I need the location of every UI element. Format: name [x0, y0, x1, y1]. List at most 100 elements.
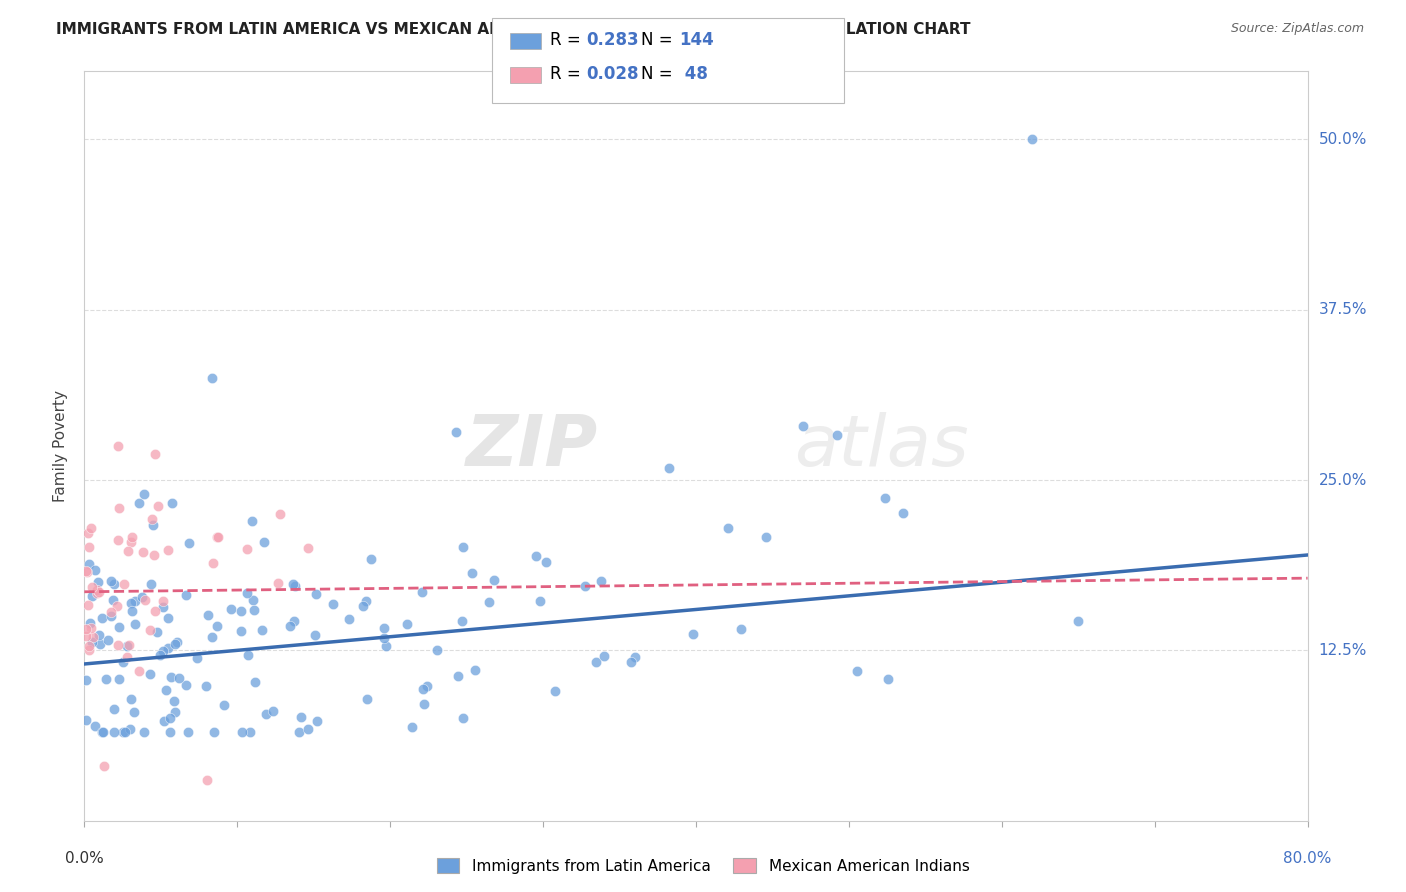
Point	[112, 725, 135, 739]
Point	[84, 563, 107, 577]
Point	[121, 604, 143, 618]
Point	[235, 541, 257, 556]
Point	[239, 725, 262, 739]
Point	[103, 725, 125, 739]
Point	[142, 517, 165, 532]
Point	[120, 692, 142, 706]
Point	[825, 427, 848, 442]
Point	[139, 577, 162, 591]
Point	[108, 500, 131, 515]
Point	[86, 586, 108, 600]
Point	[240, 514, 263, 528]
Point	[156, 611, 179, 625]
Point	[80, 589, 103, 603]
Point	[451, 614, 474, 628]
Point	[159, 725, 181, 739]
Point	[120, 596, 142, 610]
Point	[174, 588, 197, 602]
Point	[75, 629, 97, 643]
Point	[717, 521, 740, 535]
Point	[207, 618, 229, 632]
Text: IMMIGRANTS FROM LATIN AMERICA VS MEXICAN AMERICAN INDIAN FAMILY POVERTY CORRELAT: IMMIGRANTS FROM LATIN AMERICA VS MEXICAN…	[56, 22, 970, 37]
Point	[166, 635, 188, 649]
Point	[624, 649, 647, 664]
Point	[401, 720, 423, 734]
Point	[250, 623, 273, 637]
Point	[231, 624, 253, 639]
Text: ZIP: ZIP	[465, 411, 598, 481]
Point	[360, 552, 382, 566]
Point	[139, 623, 162, 637]
Point	[297, 541, 319, 556]
Point	[337, 611, 360, 625]
Point	[159, 711, 181, 725]
Point	[352, 599, 374, 614]
Point	[534, 556, 557, 570]
Point	[152, 593, 174, 607]
Point	[373, 631, 395, 645]
Text: 0.283: 0.283	[586, 31, 638, 49]
Text: N =: N =	[641, 65, 678, 83]
Point	[76, 565, 98, 579]
Point	[297, 722, 319, 736]
Point	[197, 608, 219, 623]
Point	[132, 545, 155, 559]
Point	[375, 639, 398, 653]
Point	[84, 719, 107, 733]
Point	[87, 574, 110, 589]
Point	[89, 637, 111, 651]
Point	[75, 673, 97, 687]
Point	[79, 639, 101, 653]
Point	[132, 487, 155, 501]
Point	[79, 643, 101, 657]
Point	[262, 704, 284, 718]
Point	[236, 586, 259, 600]
Point	[201, 631, 224, 645]
Text: 50.0%: 50.0%	[1319, 132, 1367, 147]
Point	[128, 496, 150, 510]
Point	[478, 595, 501, 609]
Point	[453, 711, 475, 725]
Point	[755, 530, 778, 544]
Point	[243, 674, 266, 689]
Point	[585, 655, 607, 669]
Point	[269, 507, 291, 521]
Point	[174, 678, 197, 692]
Point	[619, 655, 641, 669]
Point	[877, 672, 900, 686]
Point	[82, 635, 104, 649]
Point	[134, 592, 156, 607]
Point	[142, 548, 165, 562]
Text: R =: R =	[550, 65, 586, 83]
Point	[100, 609, 122, 624]
Point	[79, 615, 101, 630]
Point	[242, 592, 264, 607]
Point	[411, 585, 433, 599]
Point	[373, 622, 395, 636]
Point	[124, 705, 146, 719]
Text: 37.5%: 37.5%	[1319, 302, 1367, 318]
Point	[76, 598, 98, 612]
Point	[592, 648, 614, 663]
Point	[93, 759, 115, 773]
Point	[139, 666, 162, 681]
Point	[91, 725, 114, 739]
Point	[76, 525, 98, 540]
Point	[283, 614, 305, 628]
Point	[307, 714, 329, 728]
Point	[254, 706, 277, 721]
Point	[1067, 614, 1090, 628]
Point	[574, 579, 596, 593]
Point	[354, 594, 377, 608]
Point	[201, 557, 224, 571]
Point	[426, 643, 449, 657]
Point	[229, 604, 252, 618]
Point	[231, 725, 253, 739]
Point	[658, 461, 681, 475]
Point	[120, 535, 142, 549]
Point	[163, 694, 186, 708]
Point	[526, 549, 548, 564]
Point	[243, 603, 266, 617]
Point	[112, 576, 135, 591]
Point	[120, 723, 142, 737]
